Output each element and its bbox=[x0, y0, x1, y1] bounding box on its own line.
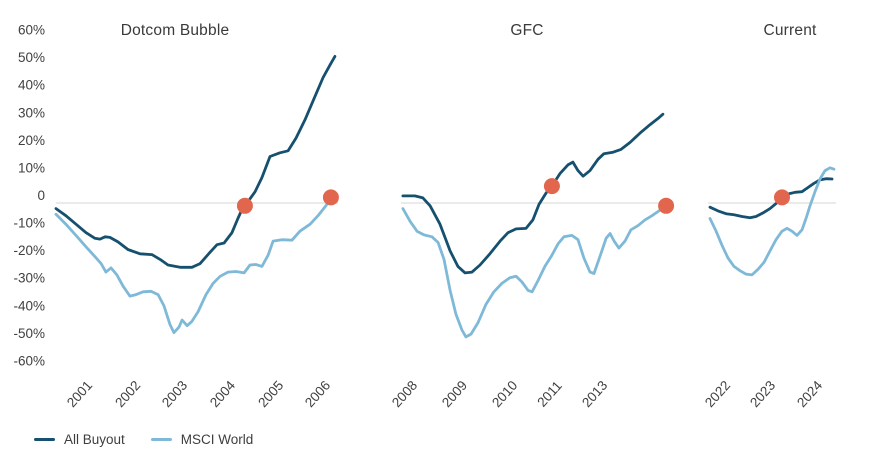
series-line-all-buyout bbox=[54, 55, 337, 269]
x-axis-label: 2002 bbox=[112, 378, 143, 410]
series-line-msci-world bbox=[708, 166, 836, 277]
legend-item-msci-world: MSCI World bbox=[150, 432, 254, 447]
y-axis-label: 10% bbox=[18, 160, 45, 175]
recovery-marker-dot bbox=[322, 189, 339, 206]
recovery-marker-dot bbox=[543, 178, 560, 195]
y-axis-label: -10% bbox=[13, 216, 45, 231]
x-axis-label: 2006 bbox=[302, 378, 333, 410]
x-axis-label: 2001 bbox=[64, 378, 95, 410]
x-axis-label: 2005 bbox=[255, 378, 286, 410]
panel-title-current: Current bbox=[763, 22, 817, 39]
y-axis-label: 20% bbox=[18, 133, 45, 148]
series-line-msci-world bbox=[54, 196, 333, 335]
legend-item-all-buyout: All Buyout bbox=[34, 432, 125, 447]
legend-label-msci-world: MSCI World bbox=[180, 432, 254, 447]
y-axis-label: -30% bbox=[13, 271, 45, 286]
panel-title-gfc: GFC bbox=[510, 22, 544, 39]
msci-world-line-swatch-icon bbox=[150, 437, 172, 442]
all-buyout-line-swatch-icon bbox=[34, 437, 55, 442]
x-axis-label: 2024 bbox=[794, 377, 826, 410]
recovery-marker-dot bbox=[658, 197, 675, 214]
y-axis-label: 60% bbox=[18, 23, 45, 38]
y-axis-label: -40% bbox=[13, 298, 45, 313]
x-axis-label: 2009 bbox=[439, 378, 470, 410]
x-axis-label: 2010 bbox=[489, 378, 520, 410]
series-line-all-buyout bbox=[708, 177, 834, 220]
series-line-all-buyout bbox=[401, 112, 665, 275]
y-axis-label: 30% bbox=[18, 105, 45, 120]
x-axis-label: 2013 bbox=[579, 378, 610, 410]
y-axis-label: -50% bbox=[13, 326, 45, 341]
y-axis-label: 0 bbox=[37, 188, 45, 203]
x-axis-label: 2003 bbox=[159, 378, 190, 410]
x-axis-label: 2011 bbox=[534, 378, 565, 410]
x-axis-label: 2022 bbox=[702, 378, 733, 410]
legend: All Buyout MSCI World bbox=[34, 432, 253, 447]
y-axis-label: -20% bbox=[13, 243, 45, 258]
y-axis-label: -60% bbox=[13, 353, 45, 368]
y-axis-label: 40% bbox=[18, 78, 45, 93]
legend-label-all-buyout: All Buyout bbox=[64, 432, 125, 447]
x-axis-label: 2008 bbox=[389, 378, 420, 410]
panel-title-dotcom: Dotcom Bubble bbox=[120, 22, 230, 39]
x-axis-label: 2023 bbox=[747, 378, 778, 410]
series-line-msci-world bbox=[401, 204, 668, 339]
recovery-marker-dot bbox=[774, 189, 790, 206]
x-axis-label: 2004 bbox=[207, 377, 239, 410]
recovery-marker-dot bbox=[236, 197, 253, 214]
y-axis-label: 50% bbox=[18, 50, 45, 65]
